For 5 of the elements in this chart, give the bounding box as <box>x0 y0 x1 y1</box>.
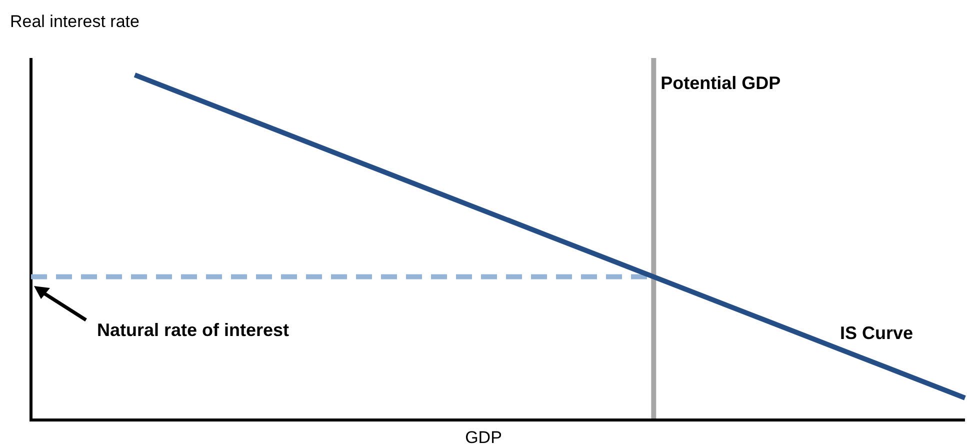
x-axis-title: GDP <box>464 428 503 448</box>
annotation: Natural rate of interest <box>97 320 290 341</box>
y-axis-title: Real interest rate <box>10 12 140 32</box>
annotation: Potential GDP <box>660 73 781 94</box>
series-label: IS Curve <box>840 322 914 344</box>
